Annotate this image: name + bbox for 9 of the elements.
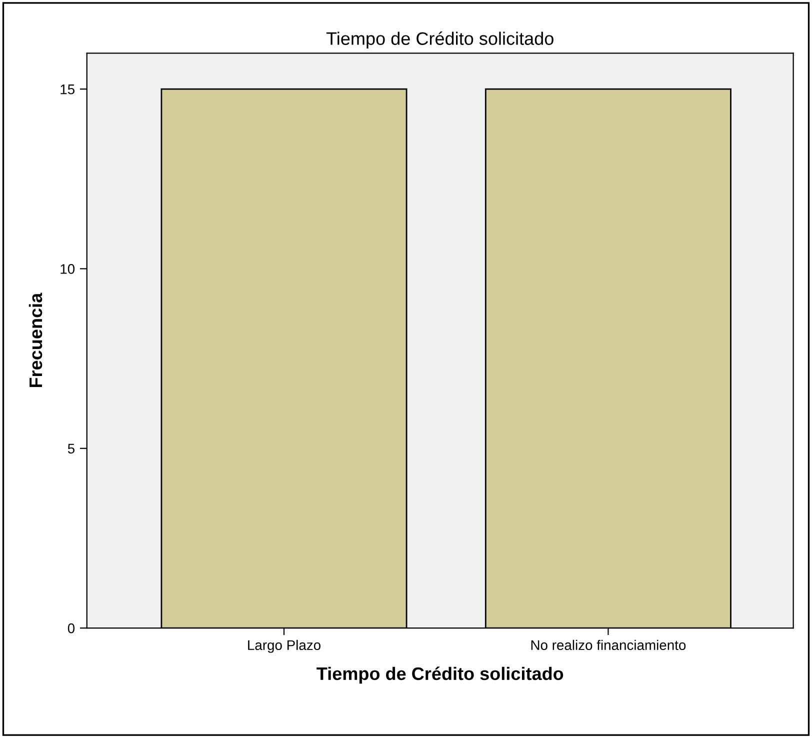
y-tick-label: 0 xyxy=(68,623,75,634)
y-tick-label: 15 xyxy=(60,84,74,94)
x-tick-label: Largo Plazo xyxy=(248,640,320,653)
y-tick-label: 5 xyxy=(68,444,74,454)
x-tick-label: No realizo financiamiento xyxy=(531,640,686,650)
chart-title: Tiempo de Crédito solicitado xyxy=(326,32,554,49)
y-axis-title: Frecuencia xyxy=(28,292,42,388)
x-axis-title: Tiempo de Crédito solicitado xyxy=(316,666,564,684)
y-tick-label: 10 xyxy=(60,264,75,274)
